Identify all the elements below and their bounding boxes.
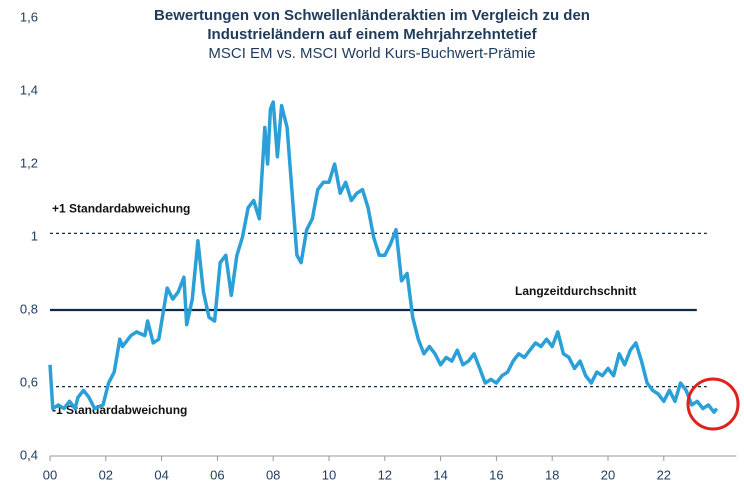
data-line	[48, 100, 719, 414]
highlight-circle	[686, 377, 740, 431]
x-tick-label: 06	[210, 467, 224, 482]
x-tick-label: 02	[99, 467, 113, 482]
y-tick-label: 1,6	[20, 9, 38, 24]
y-tick-label: 0,4	[20, 447, 38, 462]
y-tick-label: 1	[31, 228, 38, 243]
x-tick-label: 22	[657, 467, 671, 482]
x-tick-label: 08	[266, 467, 280, 482]
y-tick-label: 1,2	[20, 155, 38, 170]
x-tick-label: 10	[322, 467, 336, 482]
chart-title: Industrieländern auf einem Mehrjahrzehnt…	[207, 26, 537, 43]
reference-label: Langzeitdurchschnitt	[515, 284, 636, 298]
x-tick-label: 04	[154, 467, 168, 482]
x-tick-label: 20	[601, 467, 615, 482]
chart-subtitle: MSCI EM vs. MSCI World Kurs-Buchwert-Prä…	[208, 45, 535, 62]
x-tick-label: 18	[545, 467, 559, 482]
y-tick-label: 0,6	[20, 374, 38, 389]
y-tick-label: 0,8	[20, 301, 38, 316]
reference-label: -1 Standardabweichung	[52, 403, 187, 417]
x-tick-label: 00	[43, 467, 57, 482]
x-tick-label: 16	[489, 467, 503, 482]
x-tick-label: 12	[378, 467, 392, 482]
x-tick-label: 14	[433, 467, 447, 482]
y-tick-label: 1,4	[20, 82, 38, 97]
reference-label: +1 Standardabweichung	[52, 202, 190, 216]
chart-title: Bewertungen von Schwellenländeraktien im…	[154, 7, 590, 24]
